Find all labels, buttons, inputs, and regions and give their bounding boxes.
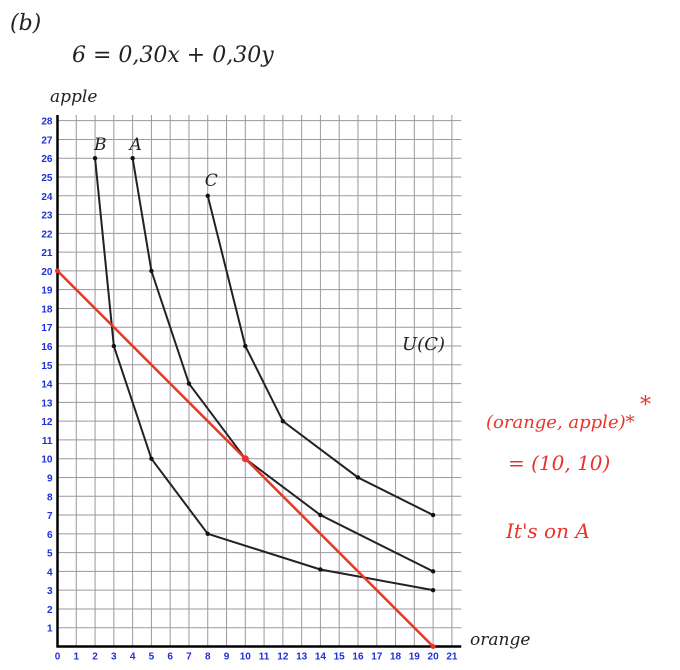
x-tick-label: 5	[149, 652, 155, 663]
x-tick-label: 17	[371, 652, 383, 663]
indifference-curve-c-point	[280, 418, 286, 424]
curve-label-a: A	[128, 135, 142, 155]
indifference-curve-a-point	[430, 569, 436, 574]
x-tick-label: 1	[73, 652, 79, 663]
series	[55, 156, 436, 649]
y-tick-label: 1	[47, 624, 53, 635]
indifference-curve-b-point	[149, 456, 154, 461]
x-tick-label: 11	[259, 652, 270, 663]
indifference-curve-a-point	[318, 512, 323, 518]
y-tick-label: 14	[41, 380, 53, 391]
y-tick-label: 11	[42, 436, 53, 447]
budget-intercept-orange	[430, 644, 436, 649]
y-tick-label: 28	[41, 117, 53, 128]
budget-intercept-apple	[55, 268, 60, 274]
y-tick-label: 9	[47, 473, 53, 484]
axes	[56, 115, 462, 648]
y-tick-label: 3	[47, 586, 53, 597]
x-tick-label: 9	[224, 652, 230, 663]
y-tick-label: 19	[41, 286, 53, 297]
part-label: (b)	[10, 11, 41, 36]
indifference-curve-b-point	[430, 587, 436, 593]
x-tick-label: 20	[428, 652, 440, 663]
indifference-curve-a-point	[186, 381, 192, 386]
curve-c-utility-label: U(C)	[402, 334, 445, 355]
x-tick-label: 10	[240, 652, 252, 663]
indifference-curve-c-point	[430, 512, 436, 518]
indifference-curve-b	[94, 158, 434, 592]
y-tick-label: 15	[41, 361, 53, 372]
indifference-curve-c-point	[243, 343, 248, 349]
x-tick-label: 6	[167, 652, 173, 663]
curve-label-c: C	[205, 171, 218, 191]
y-tick-label: 23	[41, 211, 53, 222]
indifference-curve-a-point	[130, 156, 135, 161]
x-tick-label: 16	[352, 652, 364, 663]
y-tick-label: 2	[47, 605, 53, 616]
indifference-curve-b-point	[92, 156, 98, 161]
x-tick-label: 12	[277, 652, 289, 663]
optimum-star-icon: *	[640, 393, 651, 418]
y-tick-label: 4	[47, 567, 53, 578]
y-tick-label: 12	[41, 417, 53, 428]
y-tick-label: 10	[41, 455, 53, 466]
y-tick-label: 21	[41, 248, 53, 259]
x-tick-label: 2	[92, 652, 98, 663]
series-labels: B A C *	[93, 135, 651, 418]
x-tick-label: 15	[334, 652, 346, 663]
y-tick-label: 18	[41, 304, 53, 315]
y-tick-label: 6	[47, 530, 53, 541]
y-tick-label: 26	[41, 154, 53, 165]
indifference-curve-b-point	[318, 567, 323, 572]
y-tick-label: 7	[47, 511, 53, 522]
indifference-curve-a	[131, 158, 434, 573]
indifference-curve-a-point	[149, 268, 154, 274]
optimum-point	[241, 455, 249, 463]
y-tick-label: 5	[47, 549, 53, 560]
x-tick-label: 3	[111, 652, 117, 663]
tick-labels: 0 1 2 3 4 5 6 7 8 9 10 11 12 13 14 15 16 17 18 19 20 21123456…	[41, 117, 458, 663]
y-tick-label: 27	[41, 135, 53, 146]
budget-equation: 6 = 0,30x + 0,30y	[72, 43, 274, 68]
x-tick-label: 14	[315, 652, 327, 663]
x-tick-label: 7	[186, 652, 192, 663]
x-axis-label: orange	[470, 630, 530, 650]
x-tick-label: 18	[390, 652, 402, 663]
indifference-curve-c-point	[355, 475, 361, 480]
x-tick-label: 8	[205, 652, 211, 663]
y-tick-label: 8	[47, 492, 53, 503]
x-tick-label: 13	[296, 652, 308, 663]
x-tick-label: 0	[55, 652, 61, 663]
y-tick-label: 24	[41, 192, 53, 203]
x-tick-label: 4	[130, 652, 136, 663]
x-tick-label: 19	[409, 652, 421, 663]
indifference-curve-c-point	[205, 193, 210, 198]
y-tick-label: 20	[41, 267, 53, 278]
grid	[57, 115, 462, 647]
conclusion-text: It's on A	[505, 519, 590, 543]
y-tick-label: 17	[41, 323, 53, 334]
y-tick-label: 16	[41, 342, 53, 353]
optimum-value: = (10, 10)	[508, 451, 610, 475]
y-tick-label: 25	[41, 173, 53, 184]
y-axis-label: apple	[50, 87, 97, 107]
indifference-curve-b-point	[205, 531, 210, 537]
x-tick-label: 21	[446, 652, 458, 663]
indifference-curve-b-point	[111, 343, 117, 349]
y-tick-label: 22	[41, 229, 53, 240]
curve-label-b: B	[93, 135, 107, 155]
y-tick-label: 13	[41, 398, 53, 409]
optimum-label: (orange, apple)*	[486, 412, 635, 433]
